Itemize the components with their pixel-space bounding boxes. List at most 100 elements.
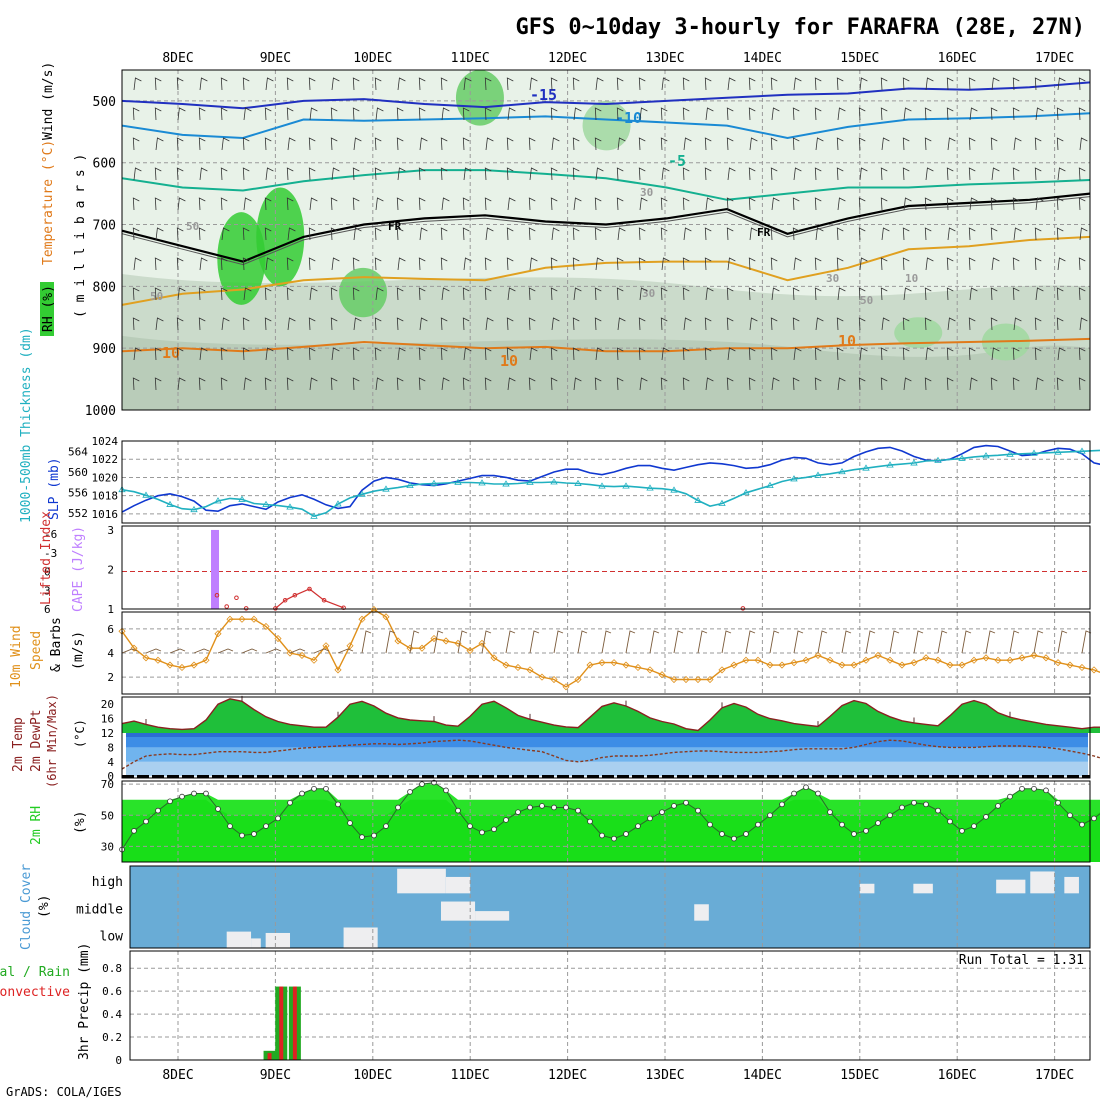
wind-barb — [1056, 377, 1064, 391]
p8-frame — [129, 950, 1091, 1061]
wind-barb — [485, 317, 494, 331]
thickness-marker — [454, 478, 462, 485]
wind-barb — [858, 137, 866, 151]
wind-barb — [616, 167, 624, 181]
rh-marker — [983, 814, 989, 820]
wind-speed-marker — [838, 661, 846, 669]
wind-barb — [374, 347, 382, 361]
wind-barb — [748, 197, 756, 211]
wind-barb — [440, 137, 448, 151]
wind-barb — [132, 317, 140, 331]
wind-barb — [638, 317, 646, 331]
wind-barb — [726, 377, 734, 391]
wind-barb — [198, 317, 206, 331]
wind-barb-10m — [865, 630, 876, 654]
top-x-tick-label: 10DEC — [353, 51, 392, 66]
wind-barb — [946, 167, 954, 181]
wind-barb — [242, 77, 250, 91]
wind-barb — [133, 347, 142, 361]
wind-barb-10m — [553, 630, 564, 654]
wind-barb — [946, 107, 954, 121]
lifted-index-marker — [243, 606, 249, 611]
wind-speed-marker — [142, 654, 150, 662]
wind-speed-marker — [1078, 663, 1086, 672]
wind-barb — [639, 287, 648, 301]
wind-speed-marker — [394, 637, 402, 645]
wind-barb — [749, 317, 758, 331]
rh-marker — [743, 831, 749, 837]
wind-barb — [836, 137, 844, 151]
isotherm-freeze-shadow — [121, 196, 1091, 266]
wind-barb — [352, 167, 360, 181]
wind-barb — [968, 167, 976, 181]
wind-barb — [660, 227, 668, 241]
cloud-block-high — [397, 868, 446, 894]
wind-barb — [287, 227, 296, 241]
wind-barb — [682, 107, 690, 121]
wind-barb — [990, 107, 998, 121]
wind-barb — [155, 317, 164, 331]
wind-barb — [704, 227, 712, 241]
wind-barb — [484, 107, 492, 121]
wind-barb — [748, 347, 756, 361]
wind-barb — [418, 197, 426, 211]
wind-barb — [309, 377, 318, 391]
wind-barb — [814, 257, 822, 271]
wind-barb — [946, 197, 954, 211]
thickness-marker — [1078, 447, 1086, 454]
wind-barb — [375, 287, 384, 301]
wind-barb — [242, 317, 250, 331]
wind-speed-marker — [634, 663, 642, 672]
wind-barb — [946, 77, 954, 91]
wind-barb — [331, 77, 340, 91]
wind-barb — [792, 227, 800, 241]
wind-barb — [133, 257, 142, 271]
wind-speed-marker — [826, 656, 834, 664]
wind-barb — [441, 287, 450, 301]
wind-barb — [154, 107, 162, 121]
wind-speed-marker — [598, 659, 606, 667]
bottom-x-tick-label: 8DEC — [162, 1068, 193, 1083]
wind-barb — [990, 287, 998, 301]
isotherm-0 — [121, 192, 1091, 263]
rh-marker — [479, 829, 485, 836]
wind-barb — [704, 137, 712, 151]
thickness-marker — [1030, 449, 1038, 456]
wind-barb — [286, 347, 294, 361]
wind-barb — [572, 137, 580, 151]
wind-barb-10m — [433, 630, 444, 654]
rh-marker — [131, 828, 137, 834]
wind-barb — [594, 107, 602, 121]
wind-barb — [330, 287, 338, 301]
thickness-marker — [814, 471, 822, 478]
wind-barb-10m — [1033, 630, 1044, 654]
wind-barb — [418, 257, 426, 271]
wind-barb — [177, 197, 186, 211]
wind-barb — [836, 257, 844, 271]
lifted-index-marker — [224, 604, 229, 609]
wind-barb — [221, 137, 230, 151]
wind-barb — [770, 227, 778, 241]
wind-barb — [133, 167, 142, 181]
wind-barb — [199, 257, 208, 271]
wind-barb — [463, 167, 472, 181]
wind-barb-10m — [961, 630, 972, 654]
wind-barb — [396, 227, 404, 241]
p5-tick-label: 16 — [101, 713, 114, 726]
wind-barb — [770, 167, 778, 181]
bottom-x-tick-label: 13DEC — [645, 1068, 684, 1083]
wind-barb — [265, 167, 274, 181]
cloud-block-high — [996, 879, 1026, 894]
wind-speed-marker — [754, 656, 762, 664]
wind-barb — [573, 377, 582, 391]
lifted-index-marker — [214, 592, 220, 598]
wind-barb — [573, 107, 582, 121]
wind-barb — [330, 317, 338, 331]
wind-barb — [330, 377, 338, 391]
wind-barb — [528, 107, 536, 121]
rh-core-2 — [339, 267, 388, 318]
wind-barb — [902, 257, 910, 271]
wind-barb — [331, 347, 340, 361]
thickness-marker — [694, 496, 702, 503]
wind-barb — [132, 377, 140, 391]
